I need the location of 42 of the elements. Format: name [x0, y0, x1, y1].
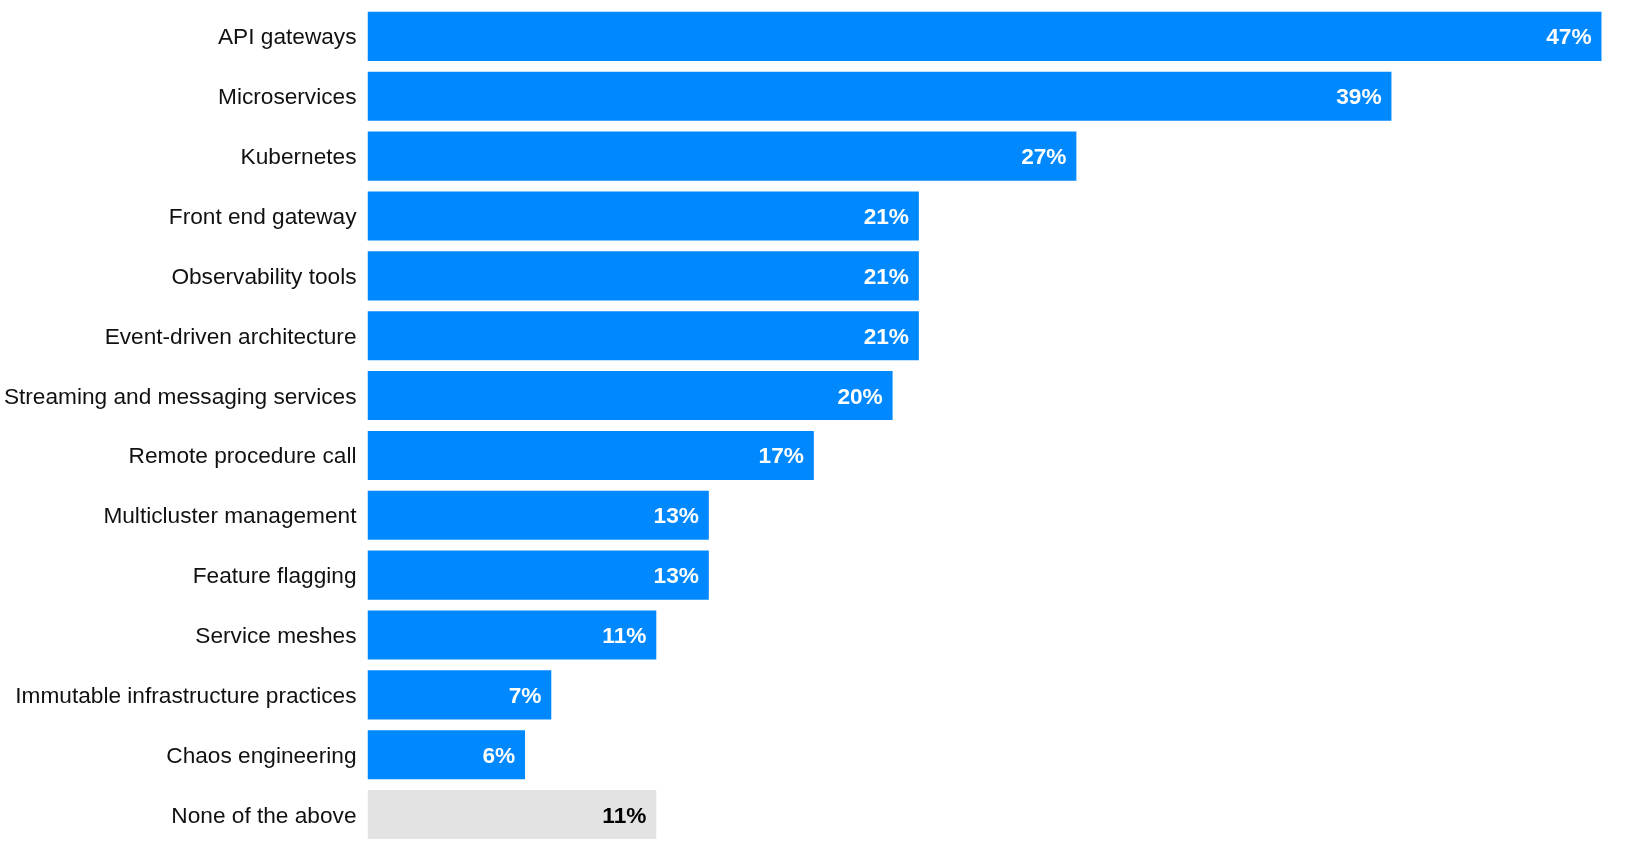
data-label: 20% [837, 382, 883, 409]
data-label: 39% [1336, 83, 1382, 110]
bar [367, 131, 1077, 181]
bar [367, 11, 1602, 61]
y-tick-label: Multicluster management [103, 502, 358, 529]
bar [367, 430, 814, 480]
data-label: 11% [602, 622, 647, 648]
bar [367, 191, 919, 241]
bar [367, 311, 919, 361]
y-tick-label: Observability tools [171, 262, 357, 289]
y-tick-label: Event-driven architecture [104, 322, 357, 349]
y-tick-label: Remote procedure call [128, 442, 357, 469]
bar [367, 670, 552, 720]
bar [367, 251, 919, 301]
bar [367, 71, 1392, 121]
y-tick-label: Immutable infrastructure practices [15, 681, 357, 708]
y-tick-label: Service meshes [195, 622, 357, 648]
bar [367, 610, 657, 660]
bar [367, 550, 709, 600]
y-tick-label: Microservices [218, 83, 357, 110]
bar [367, 730, 526, 780]
data-label: 27% [1021, 143, 1067, 170]
y-tick-label: Feature flagging [192, 562, 357, 589]
data-label: 17% [758, 442, 804, 469]
data-label: 13% [653, 562, 699, 589]
bar [367, 371, 893, 421]
y-tick-label: Chaos engineering [166, 741, 357, 768]
data-label: 21% [863, 262, 909, 289]
y-tick-label: Front end gateway [168, 202, 358, 229]
data-label: 47% [1546, 23, 1592, 50]
y-tick-label: Kubernetes [240, 143, 357, 170]
y-tick-label: None of the above [171, 801, 357, 828]
bar [367, 490, 709, 540]
y-tick-label: Streaming and messaging services [3, 382, 357, 409]
data-label: 21% [863, 322, 909, 349]
data-label: 11% [602, 801, 647, 828]
bar [367, 790, 657, 840]
data-label: 6% [482, 741, 516, 768]
data-label: 7% [508, 681, 542, 708]
data-label: 13% [653, 502, 699, 529]
y-tick-label: API gateways [217, 23, 357, 50]
data-label: 21% [863, 202, 909, 229]
